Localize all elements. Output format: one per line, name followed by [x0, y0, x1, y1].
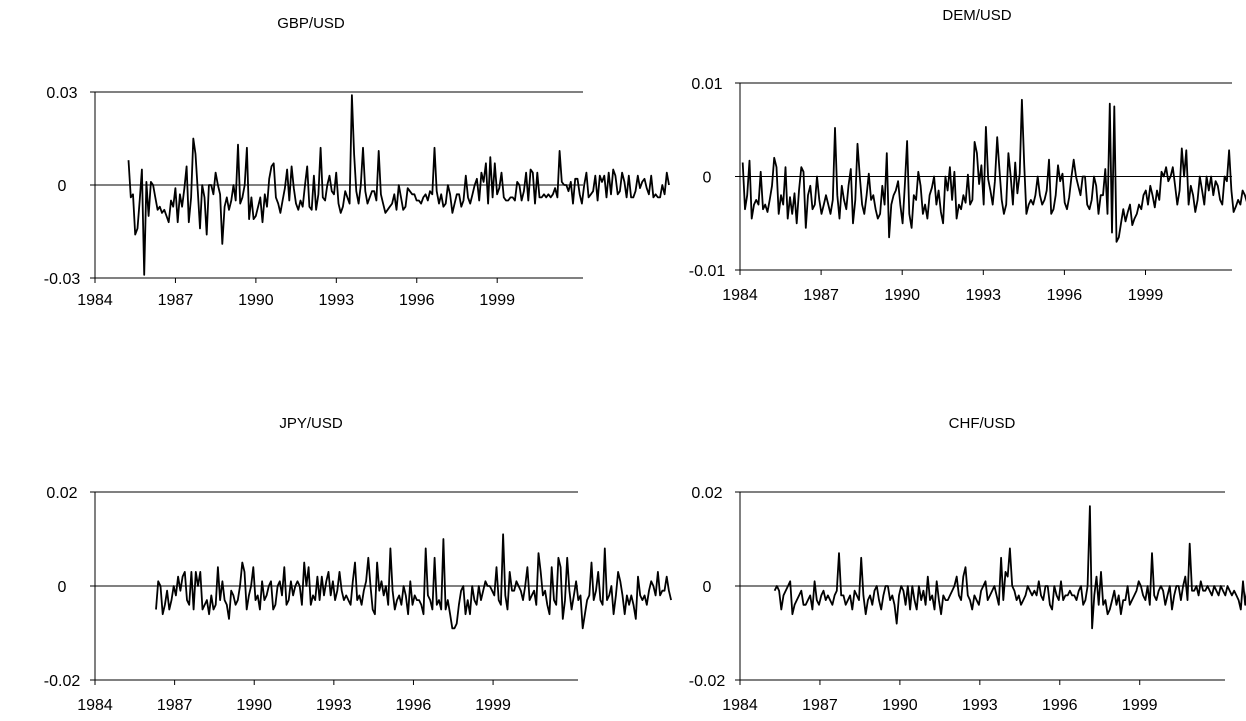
y-tick-label: -0.02 [44, 673, 81, 690]
y-tick-label: -0.02 [689, 673, 726, 690]
x-tick-label: 1996 [399, 292, 435, 309]
x-tick-label: 1990 [882, 697, 918, 714]
chart-title: CHF/USD [949, 415, 1016, 432]
x-tick-label: 1984 [77, 292, 113, 309]
x-tick-label: 1996 [396, 697, 432, 714]
y-tick-label: 0.03 [46, 85, 77, 102]
y-tick-label: 0.01 [691, 76, 722, 93]
x-tick-label: 1999 [475, 697, 511, 714]
x-tick-label: 1993 [962, 697, 998, 714]
x-tick-label: 1990 [236, 697, 272, 714]
x-tick-label: 1984 [77, 697, 113, 714]
x-tick-label: 1993 [316, 697, 352, 714]
x-tick-label: 1993 [965, 287, 1001, 304]
x-tick-label: 1987 [158, 292, 194, 309]
x-tick-label: 1987 [802, 697, 838, 714]
chart-title: DEM/USD [942, 7, 1011, 24]
x-tick-label: 1996 [1047, 287, 1083, 304]
y-tick-label: -0.01 [689, 263, 726, 280]
y-tick-label: -0.03 [44, 271, 81, 288]
x-tick-label: 1999 [1122, 697, 1158, 714]
x-tick-label: 1999 [1128, 287, 1164, 304]
x-tick-label: 1987 [803, 287, 839, 304]
y-tick-label: 0 [703, 170, 712, 187]
x-tick-label: 1984 [722, 287, 758, 304]
y-tick-label: 0.02 [46, 485, 77, 502]
series-line [127, 94, 670, 276]
x-tick-label: 1999 [479, 292, 515, 309]
x-tick-label: 1984 [722, 697, 758, 714]
series-line [155, 533, 672, 630]
chart-title: JPY/USD [279, 415, 343, 432]
y-tick-label: 0 [58, 579, 67, 596]
x-tick-label: 1993 [319, 292, 355, 309]
y-tick-label: 0 [58, 178, 67, 195]
x-tick-label: 1987 [157, 697, 193, 714]
y-tick-label: 0 [703, 579, 712, 596]
chart-title: GBP/USD [277, 15, 345, 32]
series-line [773, 505, 1246, 630]
x-tick-label: 1990 [884, 287, 920, 304]
x-tick-label: 1990 [238, 292, 274, 309]
x-tick-label: 1996 [1042, 697, 1078, 714]
series-line [741, 98, 1246, 243]
y-tick-label: 0.02 [691, 485, 722, 502]
